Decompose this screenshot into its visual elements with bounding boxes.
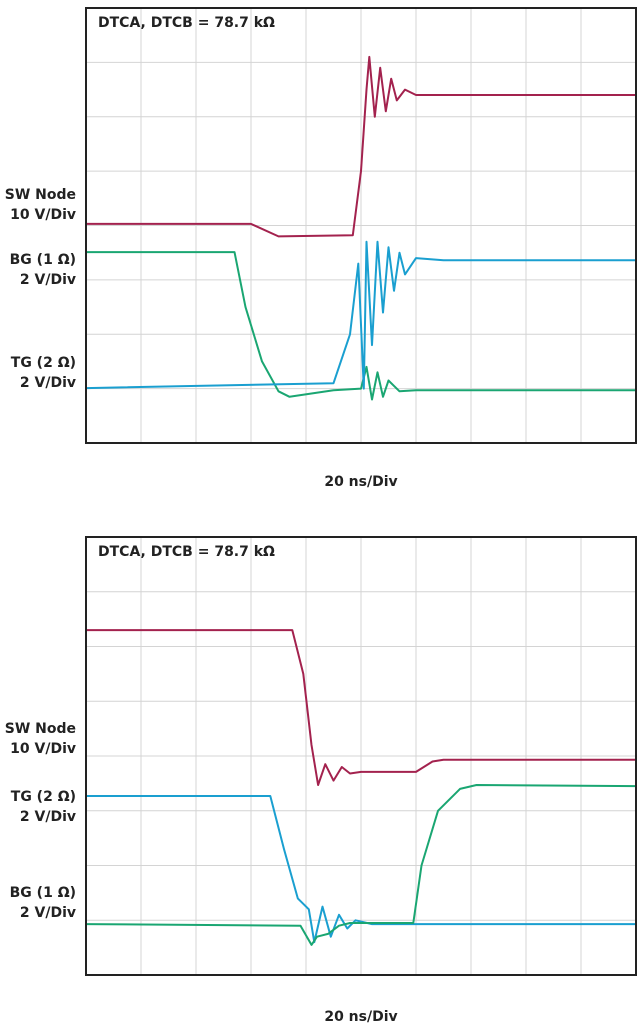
series-scale: 2 V/Div — [20, 272, 76, 288]
trace — [85, 240, 636, 390]
trace — [85, 784, 637, 946]
annotation: DTCA, DTCB = 78.7 kΩ — [98, 544, 275, 560]
x-axis-label: 20 ns/Div — [324, 474, 397, 490]
series-name: TG (2 Ω) — [11, 789, 76, 805]
annotation: DTCA, DTCB = 78.7 kΩ — [98, 15, 275, 31]
series-scale: 10 V/Div — [10, 207, 76, 223]
plot-frame — [85, 7, 637, 444]
series-scale: 10 V/Div — [10, 741, 76, 757]
plot-frame — [85, 536, 637, 976]
series-name: BG (1 Ω) — [10, 252, 76, 268]
series-name: SW Node — [5, 187, 76, 203]
series-name: SW Node — [5, 721, 76, 737]
series-scale: 2 V/Div — [20, 809, 76, 825]
x-axis-label: 20 ns/Div — [324, 1009, 397, 1025]
trace — [86, 629, 636, 786]
trace — [86, 795, 636, 944]
trace — [86, 55, 636, 238]
series-name: TG (2 Ω) — [11, 355, 76, 371]
series-scale: 2 V/Div — [20, 375, 76, 391]
series-name: BG (1 Ω) — [10, 885, 76, 901]
series-scale: 2 V/Div — [20, 905, 76, 921]
